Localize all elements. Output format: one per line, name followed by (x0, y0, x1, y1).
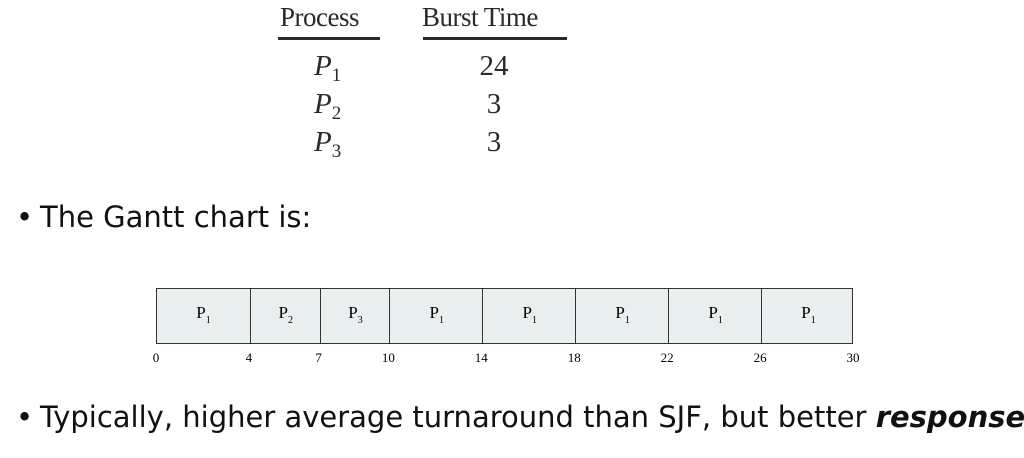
gantt-segment: P3 (319, 289, 390, 343)
header-rule-process (278, 37, 380, 40)
gantt-chart: P1 P2 P3 P1 P1 P1 P1 P1 (156, 288, 853, 344)
header-process: Process (280, 2, 360, 32)
gantt-tick-label: 26 (753, 350, 767, 365)
burst-value: 24 (479, 50, 509, 82)
gantt-segment-label: P1 (429, 303, 445, 326)
emphasis-text: response (875, 400, 1024, 434)
process-name: P3 (314, 126, 342, 162)
gantt-segment: P2 (249, 289, 320, 343)
gantt-segment-label: P1 (522, 303, 537, 326)
header-rule-burst (423, 37, 567, 40)
gantt-tick-label: 18 (567, 350, 581, 365)
process-name: P1 (314, 50, 342, 86)
gantt-segment: P1 (761, 289, 854, 343)
gantt-segment: P1 (575, 289, 668, 343)
gantt-segment-label: P1 (615, 303, 630, 326)
gantt-tick-label: 30 (846, 350, 860, 365)
gantt-tick-label: 10 (381, 350, 395, 365)
burst-value: 3 (486, 88, 502, 120)
process-table: Process Burst Time P1 24 P2 3 P3 3 (270, 0, 590, 170)
bullet-dot: • (16, 400, 34, 434)
gantt-segment: P1 (482, 289, 575, 343)
gantt-tick-label: 4 (245, 350, 253, 365)
process-name: P2 (314, 88, 342, 124)
gantt-tick-label: 0 (152, 350, 160, 365)
burst-value: 3 (486, 126, 502, 158)
bullet-text: Typically, higher average turnaround tha… (40, 400, 876, 434)
gantt-segment: P1 (668, 289, 761, 343)
gantt-segment-label: P1 (708, 303, 723, 326)
bullet-dot: • (16, 200, 34, 234)
gantt-segment: P1 (157, 289, 250, 343)
gantt-tick-label: 14 (474, 350, 488, 365)
gantt-segment-label: P3 (348, 303, 363, 326)
gantt-segment: P1 (389, 289, 482, 343)
gantt-segment-label: P1 (801, 303, 816, 326)
bullet-gantt-intro: • The Gantt chart is: (16, 200, 311, 234)
gantt-tick-label: 7 (315, 350, 322, 365)
bullet-text: The Gantt chart is: (40, 200, 312, 234)
gantt-segment-label: P1 (196, 303, 211, 326)
bullet-note: • Typically, higher average turnaround th… (16, 400, 1024, 434)
gantt-tick-label: 22 (660, 350, 674, 365)
gantt-segment-label: P2 (278, 303, 293, 326)
header-burst-time: Burst Time (422, 2, 538, 32)
